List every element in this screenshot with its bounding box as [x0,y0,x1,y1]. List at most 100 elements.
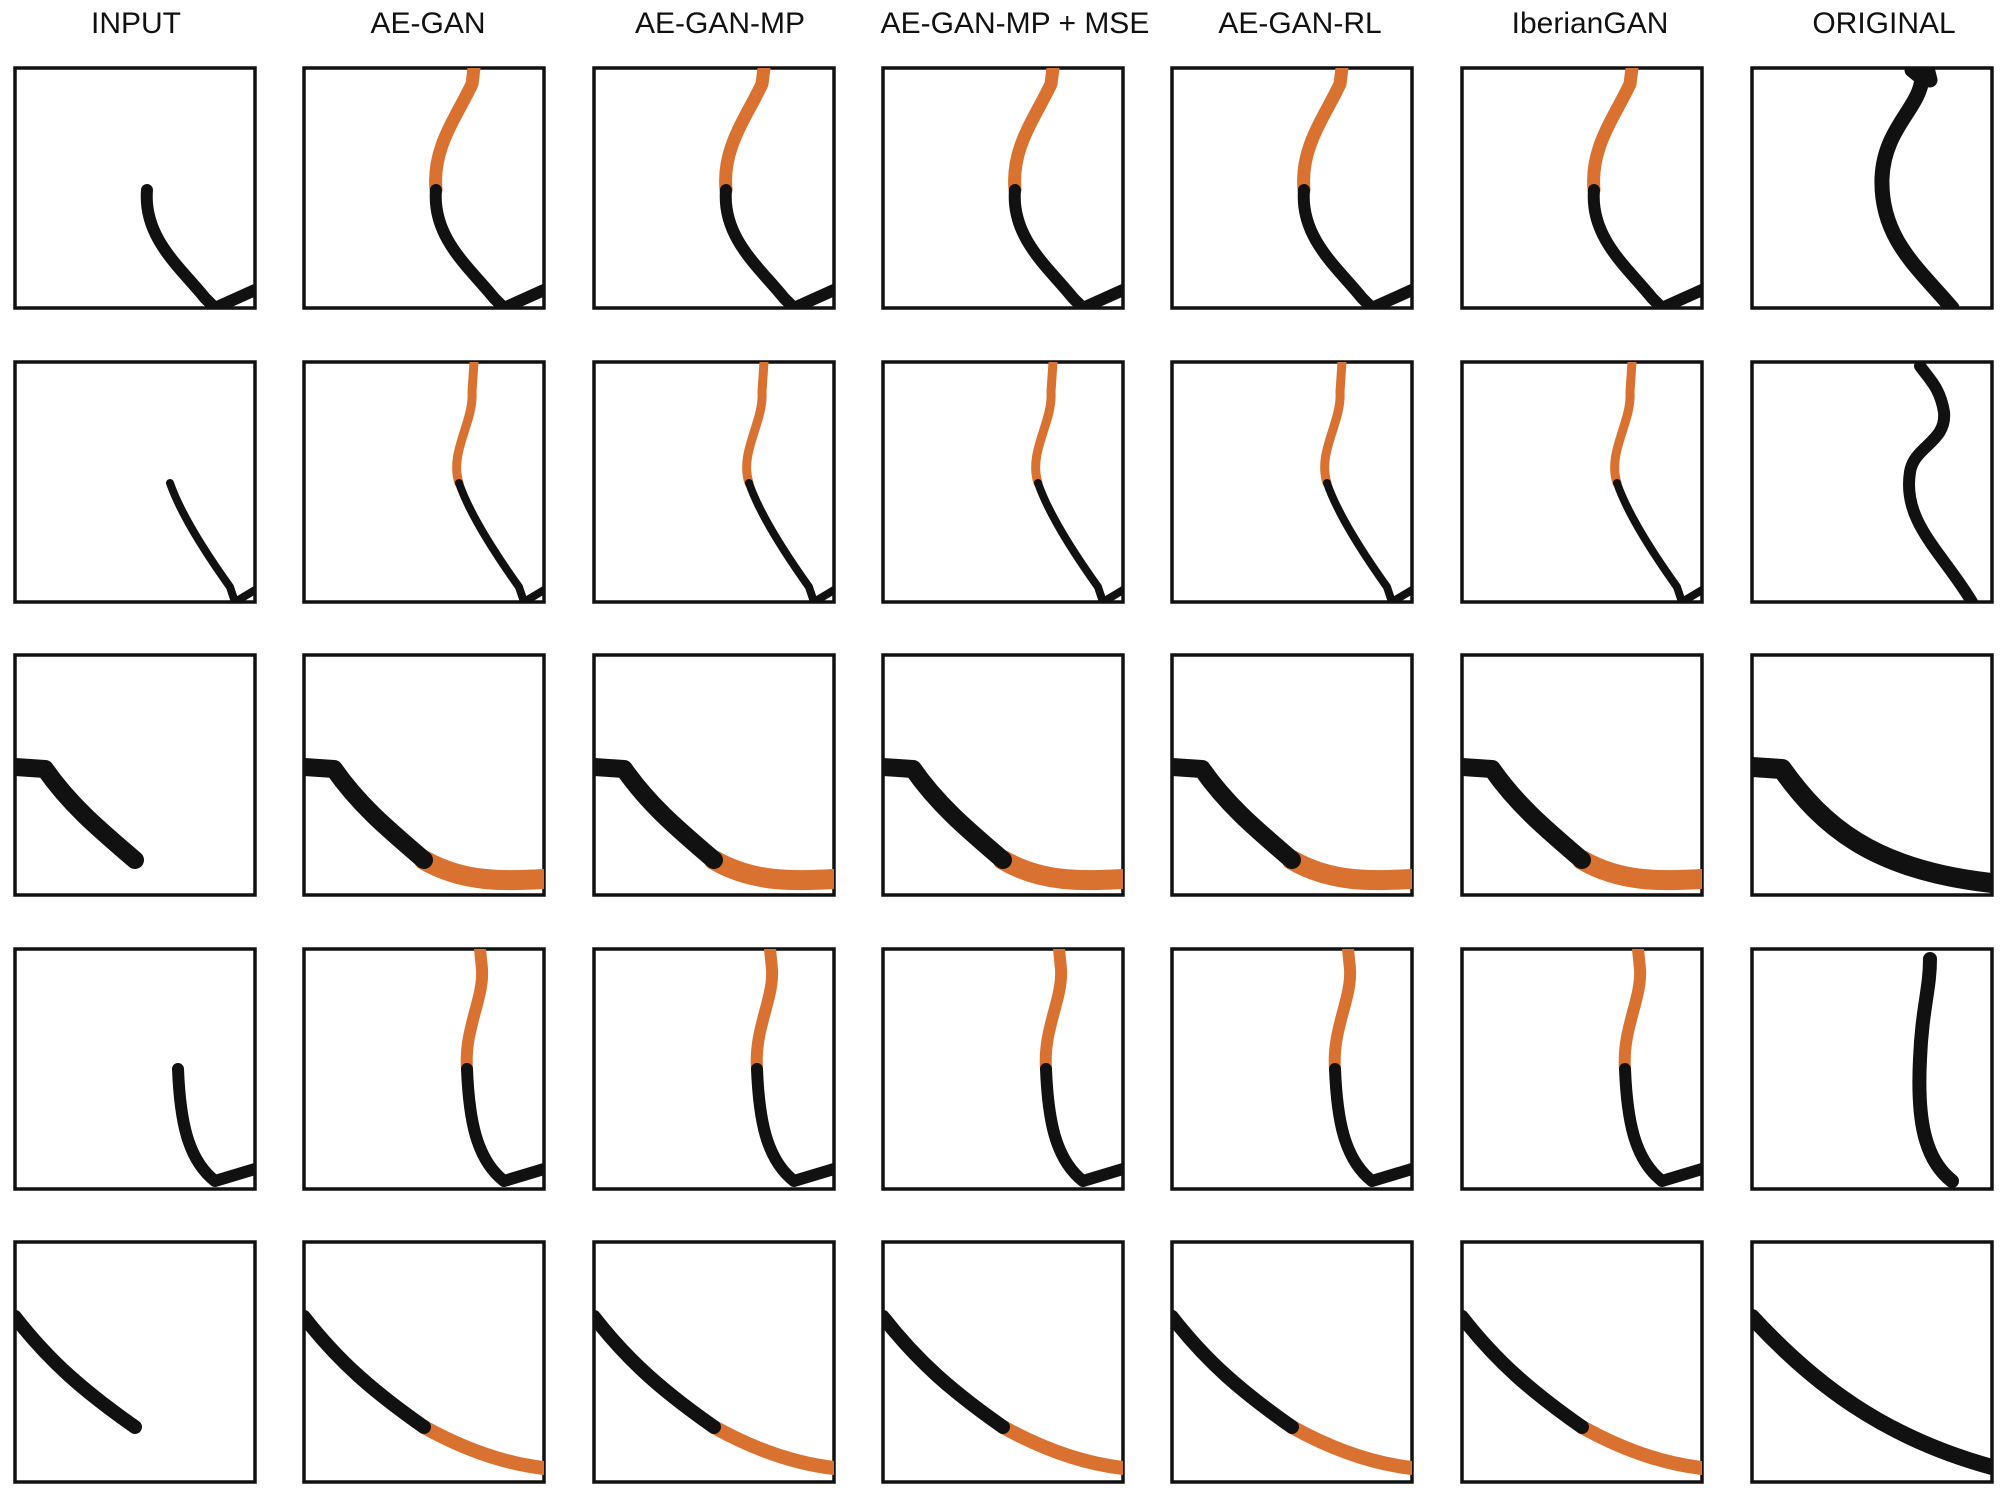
original-vessel [1912,952,1959,1188]
input-vessel [1034,479,1123,602]
original-vessel [1752,757,1992,893]
predicted-vessel [1587,68,1639,197]
panel-r4-c1 [13,947,257,1191]
panel-r3-c3 [592,653,836,897]
input-vessel [455,479,544,602]
panel-r5-c4 [881,1240,1125,1484]
panel-r3-c2 [302,653,546,897]
panel-frame [302,66,546,310]
panel-r4-c6 [1460,947,1704,1191]
input-vessel [883,758,1012,869]
predicted-vessel [996,1420,1123,1475]
input-vessel [719,184,834,308]
predicted-vessel [707,1420,834,1475]
predicted-vessel [429,68,481,197]
input-vessel [1462,1310,1589,1434]
panel-r1-c6 [1460,66,1704,310]
panel-r1-c4 [881,66,1125,310]
input-vessel [594,1310,721,1434]
original-vessel [1752,1309,1992,1475]
panel-frame [592,947,836,1191]
column-header-input: INPUT [91,7,181,40]
panel-r2-c5 [1170,360,1414,604]
input-vessel [883,1310,1010,1434]
predicted-vessel [1618,949,1647,1075]
column-header-ae-gan: AE-GAN [370,7,486,40]
predicted-vessel [1039,949,1068,1075]
predicted-vessel [1285,1420,1412,1475]
predicted-vessel [417,1420,544,1475]
panel-frame [1460,947,1704,1191]
panel-r2-c6 [1460,360,1704,604]
panel-r5-c5 [1170,1240,1414,1484]
panel-frame [1170,66,1414,310]
panel-frame [1170,947,1414,1191]
predicted-vessel [1572,850,1702,891]
input-vessel [1462,758,1591,869]
input-vessel [1297,184,1412,308]
panel-r3-c6 [1460,653,1704,897]
panel-frame [1750,66,1994,310]
input-vessel [166,479,255,602]
panel-r5-c2 [302,1240,546,1484]
panel-frame [881,66,1125,310]
panel-r3-c4 [881,653,1125,897]
input-vessel [1329,1063,1412,1187]
predicted-vessel [1031,362,1058,488]
input-vessel [461,1063,544,1187]
predicted-vessel [1297,68,1349,197]
input-vessel [429,184,544,308]
panel-r3-c7 [1750,653,1994,897]
input-vessel [172,1063,255,1187]
panel-r4-c3 [592,947,836,1191]
predicted-vessel [1610,362,1637,488]
panel-r5-c1 [13,1240,257,1484]
panel-r1-c2 [302,66,546,310]
panel-frame [13,947,257,1191]
panel-r4-c4 [881,947,1125,1191]
column-header-original: ORIGINAL [1812,7,1956,40]
input-vessel [304,758,433,869]
panel-r2-c4 [881,360,1125,604]
input-vessel [1323,479,1412,602]
panel-frame [1750,360,1994,604]
predicted-vessel [750,949,779,1075]
panel-frame [1460,66,1704,310]
predicted-vessel [1328,949,1357,1075]
input-vessel [1587,184,1702,308]
input-vessel [140,184,255,308]
input-vessel [1172,1310,1299,1434]
input-vessel [594,758,723,869]
panel-frame [302,947,546,1191]
input-vessel [745,479,834,602]
panel-r2-c2 [302,360,546,604]
predicted-vessel [414,850,544,891]
input-vessel [304,1310,431,1434]
column-header-ae-gan-mp: AE-GAN-MP [634,7,805,40]
column-header-ae-gan-rl: AE-GAN-RL [1218,7,1382,40]
input-vessel [1008,184,1123,308]
original-vessel [1874,68,1960,308]
predicted-vessel [742,362,769,488]
panel-r2-c3 [592,360,836,604]
panel-r4-c5 [1170,947,1414,1191]
predicted-vessel [1575,1420,1702,1475]
panel-r1-c3 [592,66,836,310]
panel-r5-c7 [1750,1240,1994,1484]
original-vessel [1902,362,1978,602]
panel-r3-c5 [1170,653,1414,897]
panel-r1-c5 [1170,66,1414,310]
predicted-vessel [719,68,771,197]
panel-r2-c7 [1750,360,1994,604]
panel-frame [13,66,257,310]
panel-frame [1750,947,1994,1191]
panel-r1-c7 [1750,66,1994,310]
predicted-vessel [1320,362,1347,488]
panel-r2-c1 [13,360,257,604]
predicted-vessel [704,850,834,891]
predicted-vessel [460,949,489,1075]
panel-r4-c2 [302,947,546,1191]
column-header-iberiangan: IberianGAN [1511,7,1669,40]
panel-frame [1750,1240,1994,1484]
